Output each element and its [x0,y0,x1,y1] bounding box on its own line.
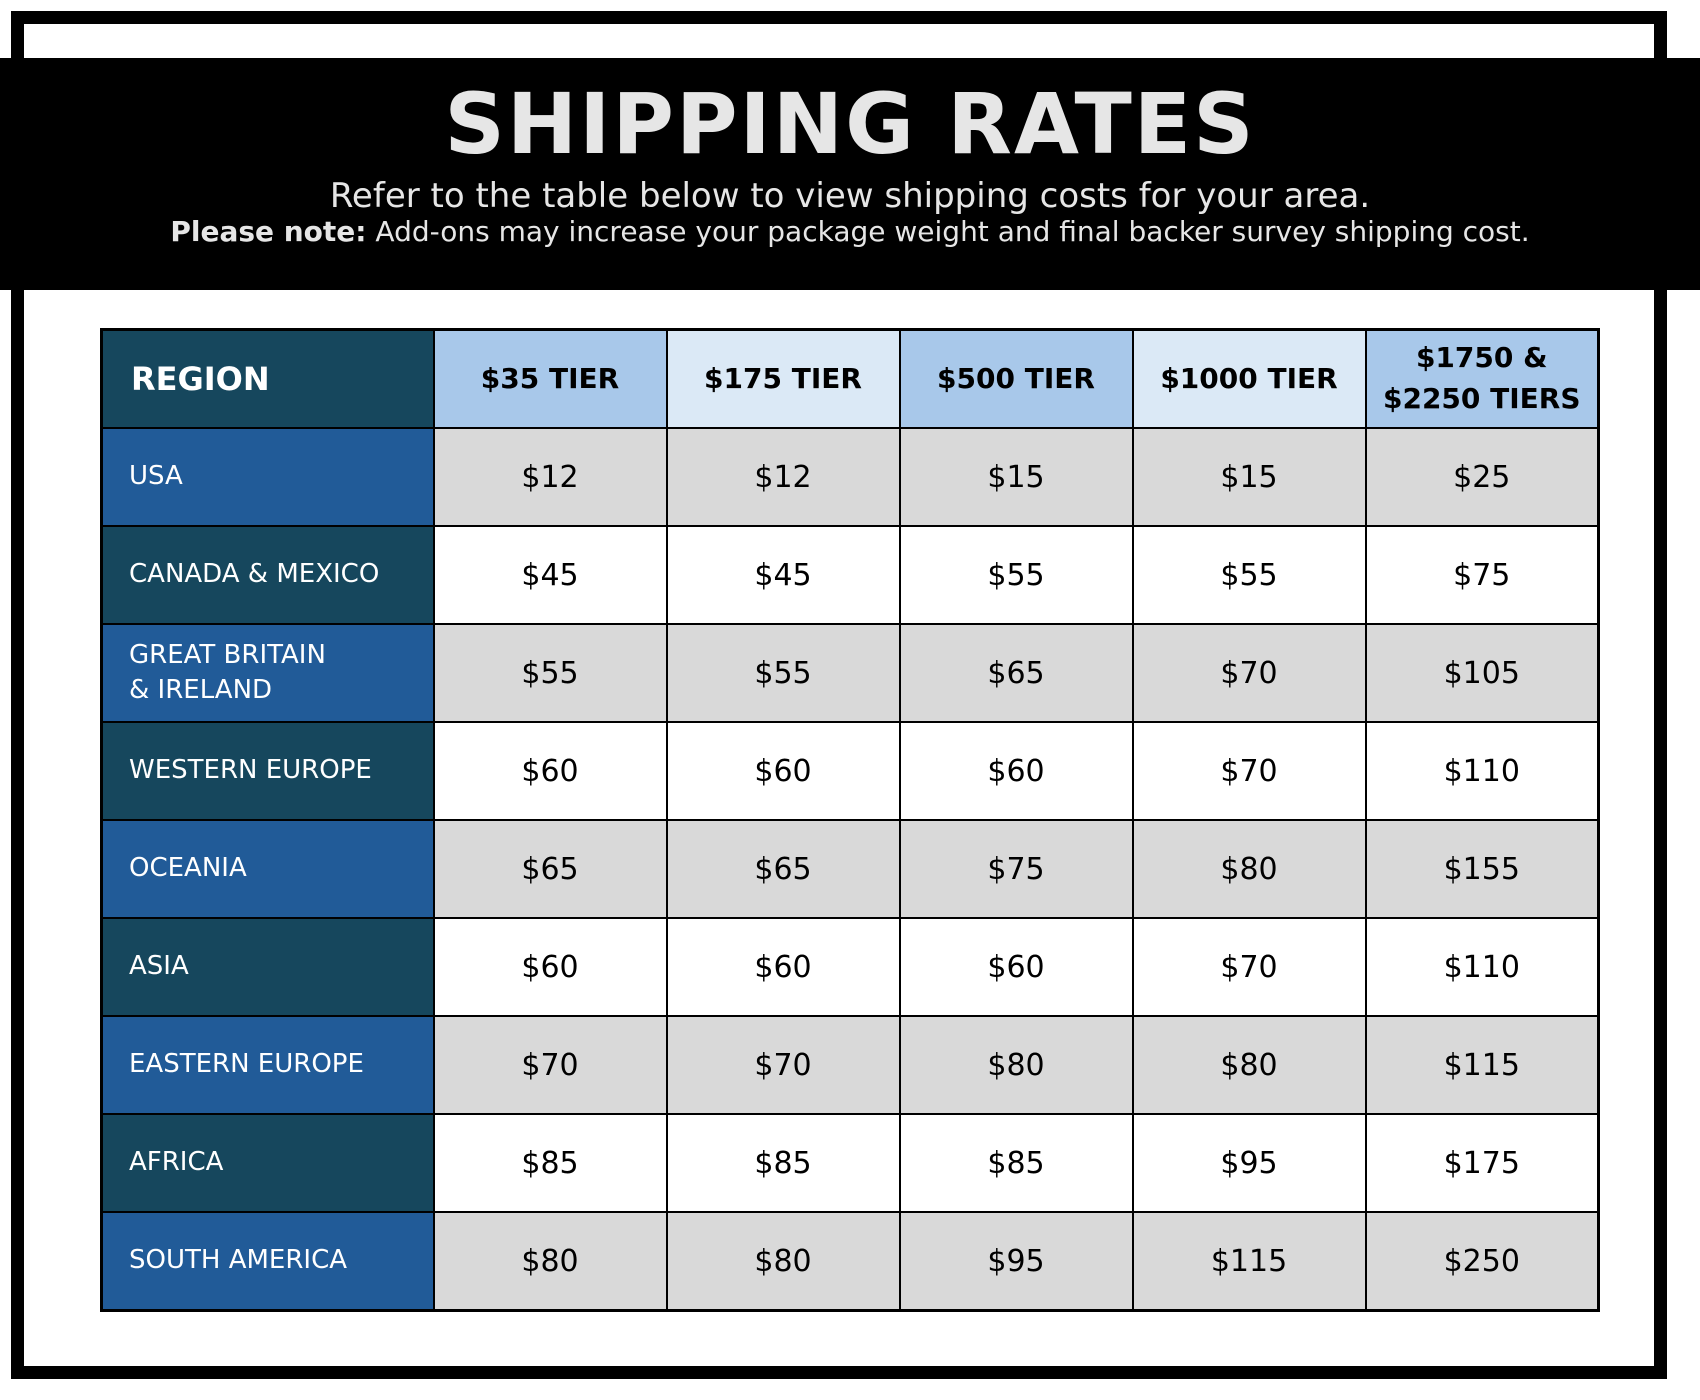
column-header-1750-2250-tiers: $1750 & $2250 TIERS [1364,328,1600,429]
region-cell: ASIA [100,917,435,1017]
rate-cell: $110 [1364,721,1600,821]
rate-cell: $75 [1364,525,1600,625]
table-row: WESTERN EUROPE $60 $60 $60 $70 $110 [100,721,1600,821]
rate-cell: $85 [665,1113,901,1213]
rate-cell: $60 [432,721,668,821]
rate-cell: $65 [665,819,901,919]
region-cell: CANADA & MEXICO [100,525,435,625]
rate-cell: $60 [898,917,1134,1017]
rate-cell: $95 [1131,1113,1367,1213]
column-header-region: REGION [100,328,435,429]
rate-cell: $175 [1364,1113,1600,1213]
rate-cell: $55 [898,525,1134,625]
table-row: USA $12 $12 $15 $15 $25 [100,427,1600,527]
rate-cell: $12 [432,427,668,527]
region-cell: GREAT BRITAIN & IRELAND [100,623,435,723]
rate-cell: $60 [432,917,668,1017]
rate-cell: $110 [1364,917,1600,1017]
rate-cell: $55 [1131,525,1367,625]
region-label: & IRELAND [129,675,273,705]
table-body: USA $12 $12 $15 $15 $25 CANADA & MEXICO $45 $45 $… [100,427,1600,1312]
shipping-note: Please note: Add-ons may increase your p… [0,215,1700,248]
shipping-rates-table: REGION $35 TIER $175 TIER $500 TIER $100… [100,328,1600,1312]
rate-cell: $60 [665,721,901,821]
rate-cell: $80 [1131,1015,1367,1115]
note-text: Add-ons may increase your package weight… [366,215,1530,248]
rate-cell: $45 [665,525,901,625]
note-label: Please note: [170,215,367,248]
region-label: USA [129,461,183,492]
rate-cell: $70 [665,1015,901,1115]
column-header-line: $1750 & [1415,341,1548,375]
region-cell: SOUTH AMERICA [100,1211,435,1312]
rate-cell: $75 [898,819,1134,919]
rate-cell: $70 [1131,917,1367,1017]
rate-cell: $115 [1364,1015,1600,1115]
rate-cell: $85 [432,1113,668,1213]
region-cell: AFRICA [100,1113,435,1213]
rate-cell: $25 [1364,427,1600,527]
rate-cell: $250 [1364,1211,1600,1312]
rate-cell: $80 [432,1211,668,1312]
rate-cell: $65 [432,819,668,919]
region-label: ASIA [129,951,189,982]
rate-cell: $60 [898,721,1134,821]
table-row: GREAT BRITAIN & IRELAND $55 $55 $65 $70 $105 [100,623,1600,723]
rate-cell: $55 [432,623,668,723]
rate-cell: $70 [1131,721,1367,821]
region-label: OCEANIA [129,853,247,884]
column-header-line: $2250 TIERS [1382,382,1581,415]
region-cell: OCEANIA [100,819,435,919]
region-cell: EASTERN EUROPE [100,1015,435,1115]
rate-cell: $70 [1131,623,1367,723]
header-banner: SHIPPING RATES Refer to the table below … [0,58,1700,290]
column-header-1000-tier: $1000 TIER [1131,328,1367,429]
region-label: GREAT BRITAIN [129,639,326,670]
table-row: CANADA & MEXICO $45 $45 $55 $55 $75 [100,525,1600,625]
rate-cell: $80 [665,1211,901,1312]
table-row: OCEANIA $65 $65 $75 $80 $155 [100,819,1600,919]
column-header-500-tier: $500 TIER [898,328,1134,429]
rate-cell: $15 [898,427,1134,527]
rate-cell: $105 [1364,623,1600,723]
table-header-row: REGION $35 TIER $175 TIER $500 TIER $100… [100,328,1600,429]
rate-cell: $80 [1131,819,1367,919]
region-label: AFRICA [129,1147,224,1178]
rate-cell: $45 [432,525,668,625]
column-header-175-tier: $175 TIER [665,328,901,429]
region-cell: USA [100,427,435,527]
table-row: EASTERN EUROPE $70 $70 $80 $80 $115 [100,1015,1600,1115]
rate-cell: $55 [665,623,901,723]
region-label: EASTERN EUROPE [129,1049,364,1080]
rate-cell: $95 [898,1211,1134,1312]
rate-cell: $85 [898,1113,1134,1213]
column-header-35-tier: $35 TIER [432,328,668,429]
region-label: CANADA & MEXICO [129,559,380,590]
rate-cell: $60 [665,917,901,1017]
table-row: ASIA $60 $60 $60 $70 $110 [100,917,1600,1017]
page-subtitle: Refer to the table below to view shippin… [329,176,1371,216]
table-row: AFRICA $85 $85 $85 $95 $175 [100,1113,1600,1213]
rate-cell: $155 [1364,819,1600,919]
table-row: SOUTH AMERICA $80 $80 $95 $115 $250 [100,1211,1600,1312]
rate-cell: $80 [898,1015,1134,1115]
region-label: WESTERN EUROPE [129,755,372,786]
region-label: SOUTH AMERICA [129,1245,348,1276]
rate-cell: $15 [1131,427,1367,527]
region-cell: WESTERN EUROPE [100,721,435,821]
rate-cell: $115 [1131,1211,1367,1312]
page-title: SHIPPING RATES [444,75,1256,173]
rate-cell: $65 [898,623,1134,723]
rate-cell: $70 [432,1015,668,1115]
rate-cell: $12 [665,427,901,527]
